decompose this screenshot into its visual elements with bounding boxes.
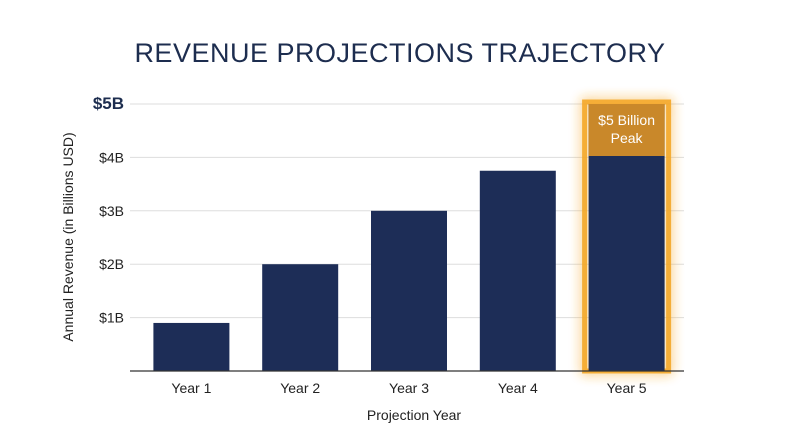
bar-year-4 (479, 170, 556, 371)
x-axis-label: Projection Year (367, 407, 462, 423)
chart-title: REVENUE PROJECTIONS TRAJECTORY (134, 38, 665, 68)
x-tick-label: Year 1 (171, 380, 211, 396)
bar-year-1 (153, 322, 230, 371)
bar-year-3 (371, 210, 447, 371)
x-tick-label: Year 5 (607, 380, 647, 396)
y-tick-label: $5B (93, 94, 124, 113)
bar-year-2 (262, 264, 339, 371)
x-axis-categories: Year 1 Year 2 Year 3 Year 4 Year 5 (171, 380, 646, 396)
y-tick-label: $1B (99, 310, 124, 326)
peak-annotation-box (588, 104, 665, 156)
y-tick-label: $4B (99, 149, 124, 165)
y-axis-ticks: $1B $2B $3B $4B $5B (93, 94, 124, 326)
bars (153, 99, 672, 374)
peak-annotation-line2: Peak (611, 130, 644, 146)
x-tick-label: Year 2 (280, 380, 320, 396)
y-tick-label: $3B (99, 203, 124, 219)
peak-annotation-line1: $5 Billion (598, 112, 655, 128)
peak-annotation-group: $5 Billion Peak (588, 104, 665, 156)
x-tick-label: Year 3 (389, 380, 429, 396)
y-tick-label: $2B (99, 256, 124, 272)
y-axis-label: Annual Revenue (in Billions USD) (60, 132, 76, 341)
x-tick-label: Year 4 (498, 380, 538, 396)
